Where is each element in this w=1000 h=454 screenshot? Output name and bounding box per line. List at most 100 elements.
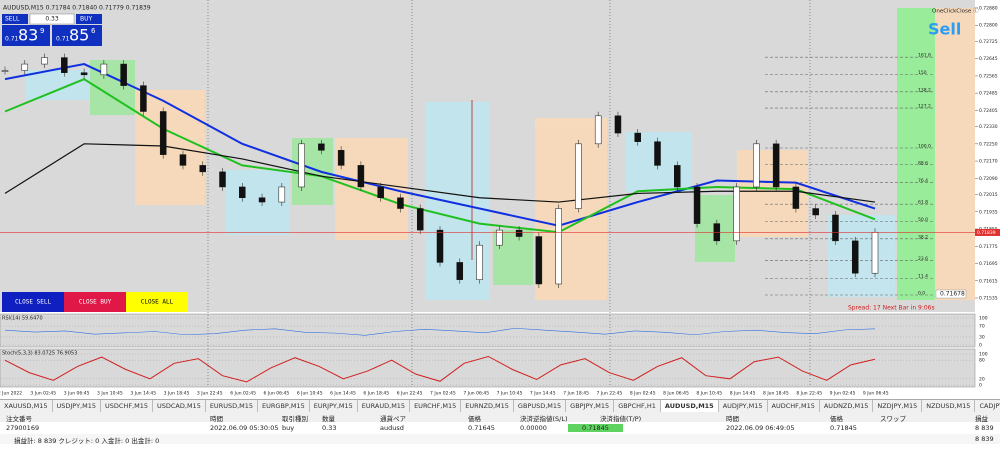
candle <box>476 244 483 280</box>
symbol-tab[interactable]: USDCHF,M15 <box>101 400 153 412</box>
symbol-tab[interactable]: USDCAD,M15 <box>153 400 206 412</box>
symbol-tab[interactable]: EURAUD,M15 <box>358 400 411 412</box>
candle <box>832 214 839 242</box>
table-cell: 注文番号 <box>6 415 32 423</box>
symbol-info: AUDUSD,M15 0.71784 0.71840 0.71779 0.718… <box>3 5 151 12</box>
x-tick-label: 7 Jun 10:45 <box>497 391 523 397</box>
close-sell-button[interactable] <box>2 292 64 312</box>
candle <box>575 143 582 209</box>
lot-value: 0.33 <box>45 16 59 23</box>
x-tick-label: 7 Jun 14:45 <box>530 391 556 397</box>
fib-label: 127.2 <box>918 104 931 110</box>
candle <box>298 143 305 188</box>
x-tick-label: 3 Jun 06:45 <box>64 391 90 397</box>
y-tick-label: 0.72485 <box>979 91 998 97</box>
candle <box>614 115 622 134</box>
x-tick-label: 8 Jun 14:45 <box>730 391 756 397</box>
sell-label: SELL <box>5 16 20 23</box>
osc-tick-label: 20 <box>979 376 985 382</box>
candle <box>120 63 127 86</box>
candle <box>219 171 226 188</box>
symbol-tab[interactable]: AUDCHF,M15 <box>768 400 820 412</box>
candle <box>199 165 206 173</box>
x-tick-label: 7 Jun 18:45 <box>563 391 589 397</box>
symbol-tab[interactable]: GBPUSD,M15 <box>514 400 567 412</box>
level-label: 0.71678 <box>940 291 965 298</box>
osc-tick-label: 0 <box>979 343 982 349</box>
y-tick-label: 0.72565 <box>979 73 998 79</box>
spread-info: Spread: 17 Next Bar in 9:06s <box>848 305 935 312</box>
sell-price-small: 0.71 <box>5 36 19 43</box>
symbol-tab[interactable]: EURGBP,M15 <box>258 400 310 412</box>
symbol-tab[interactable]: EURUSD,M15 <box>206 400 259 412</box>
y-tick-label: 0.72090 <box>979 176 998 182</box>
y-tick-label: 0.72725 <box>979 39 998 45</box>
symbol-tab[interactable]: GBPCHF,H1 <box>614 400 661 412</box>
table-cell: 8 839 <box>975 435 994 443</box>
close-buy-label: CLOSE BUY <box>79 299 112 306</box>
close-sell-label: CLOSE SELL <box>15 299 52 306</box>
table-cell: 8 839 <box>975 424 994 432</box>
moving-average <box>4 143 876 203</box>
fib-label: 0.0 <box>918 291 925 297</box>
candle <box>515 229 523 237</box>
close-buy-button[interactable] <box>64 292 126 312</box>
oneclick-mode: Sell <box>928 20 961 39</box>
sell-button[interactable] <box>2 14 28 24</box>
x-tick-label: 6 Jun 18:45 <box>363 391 389 397</box>
y-tick-label: 0.72015 <box>979 192 998 198</box>
fib-label: 23.6 <box>918 256 928 262</box>
sell-price-big: 83 <box>18 26 38 45</box>
symbol-tab[interactable]: NZDUSD,M15 <box>922 400 976 412</box>
symbol-tab[interactable]: EURJPY,M15 <box>310 400 358 412</box>
x-tick-label: 8 Jun 02:45 <box>630 391 656 397</box>
rsi-label: RSI(14) 59.6470 <box>2 316 43 322</box>
y-tick-label: 0.72405 <box>979 108 998 114</box>
candle <box>1 70 9 72</box>
x-tick-label: 6 Jun 06:45 <box>264 391 290 397</box>
symbol-tab[interactable]: GBPJPY,M15 <box>566 400 615 412</box>
y-tick-label: 0.72250 <box>979 141 998 147</box>
buy-button[interactable] <box>76 14 102 24</box>
candle <box>41 57 48 65</box>
candle <box>733 186 740 242</box>
candle <box>436 229 444 263</box>
candle <box>337 150 345 166</box>
symbol-tab[interactable]: AUDJPY,M15 <box>719 400 768 412</box>
candle <box>851 240 859 274</box>
symbol-tab[interactable]: AUDUSD,M15 <box>660 400 719 412</box>
candle <box>654 141 661 166</box>
symbol-tab[interactable]: CADJPY,M15 <box>975 400 1000 412</box>
candle <box>377 186 384 198</box>
candle <box>357 165 365 188</box>
buy-label: BUY <box>80 16 93 23</box>
table-cell: 損益 <box>975 415 988 423</box>
x-tick-label: 8 Jun 10:45 <box>696 391 722 397</box>
candle <box>80 72 88 76</box>
lot-input[interactable] <box>29 13 75 25</box>
current-price-label: 0.71839 <box>977 230 996 236</box>
table-cell: 決済逆指値(S/L) <box>520 415 568 423</box>
y-tick-label: 0.72330 <box>979 124 998 130</box>
candle <box>812 208 819 216</box>
candle <box>278 186 286 203</box>
fib-label: 138.2 <box>918 87 931 93</box>
fib-label: 161.8 <box>918 53 931 59</box>
close-all-button[interactable] <box>126 292 188 312</box>
symbol-tab[interactable]: AUDNZD,M15 <box>820 400 874 412</box>
fib-label: 150 <box>918 70 927 76</box>
symbol-tab[interactable]: EURNZD,M15 <box>461 400 514 412</box>
candle <box>753 143 760 188</box>
symbol-tab[interactable]: NZDJPY,M15 <box>873 400 923 412</box>
y-tick-label: 0.71535 <box>979 296 998 302</box>
x-tick-label: 3 Jun 02:45 <box>30 391 56 397</box>
candle <box>21 63 29 71</box>
y-tick-label: 0.72170 <box>979 159 998 165</box>
chart: AUDUSD,M15 0.71784 0.71840 0.71779 0.718… <box>0 0 1000 397</box>
table-row: 27900169 2022.06.09 05:30:05 buy 0.33 audusd… <box>0 423 1000 433</box>
symbol-tab[interactable]: XAUUSD,M15 <box>0 400 53 412</box>
symbol-tab[interactable]: EURCHF,M15 <box>410 400 462 412</box>
x-tick-label: 6 Jun 22:45 <box>397 391 423 397</box>
symbol-tab[interactable]: USDJPY,M15 <box>53 400 101 412</box>
candle <box>140 85 147 112</box>
